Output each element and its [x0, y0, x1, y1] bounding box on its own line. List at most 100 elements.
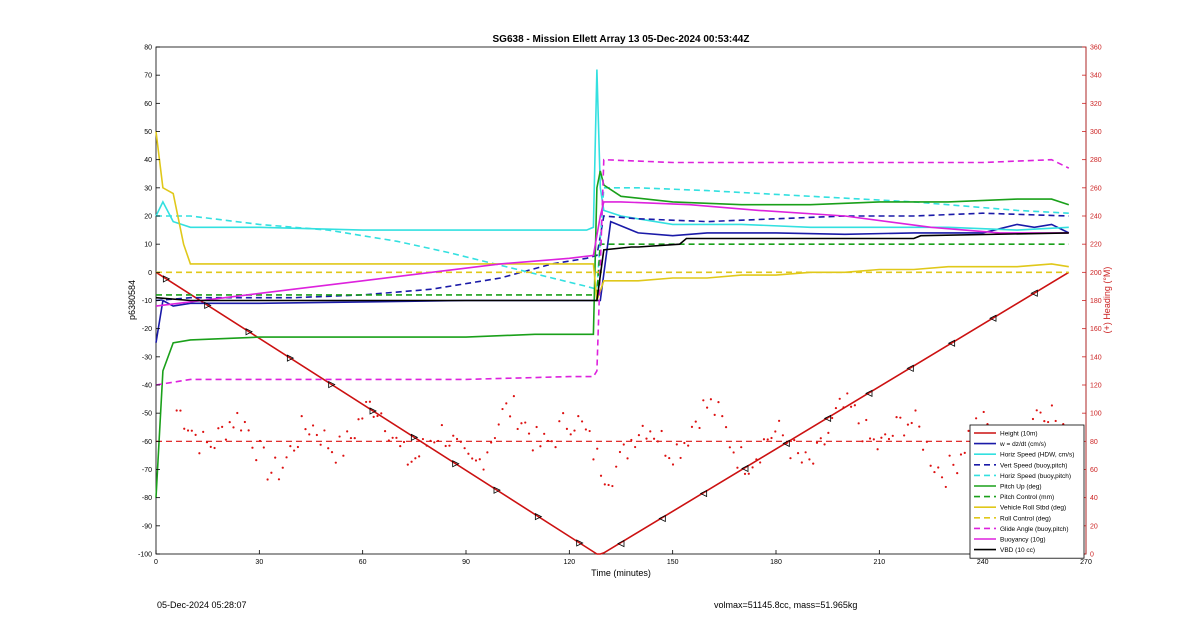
- depth-marker: [906, 364, 914, 372]
- heading-dot: [812, 462, 815, 465]
- heading-dot: [933, 470, 936, 474]
- heading-dot: [929, 464, 932, 467]
- y-tick-label-left: -20: [142, 326, 152, 333]
- heading-dot: [683, 441, 686, 445]
- series-line-10: [155, 201, 1069, 307]
- y-tick-label-right: 40: [1090, 495, 1098, 502]
- heading-dot: [490, 441, 493, 444]
- y-tick-label-right: 20: [1090, 523, 1098, 530]
- heading-dot: [505, 402, 508, 405]
- depth-marker: [865, 389, 873, 397]
- heading-dot: [353, 437, 356, 440]
- heading-dot: [668, 456, 671, 460]
- x-tick-label: 240: [977, 559, 989, 566]
- heading-dot: [857, 422, 860, 425]
- legend-label: w = dz/dt (cm/s): [999, 441, 1046, 448]
- heading-dot: [876, 448, 879, 451]
- heading-dot: [717, 401, 720, 404]
- y-tick-label-right: 360: [1090, 45, 1102, 52]
- legend-label: Height (10m): [1000, 431, 1038, 438]
- x-tick-label: 120: [563, 559, 575, 566]
- series-line-9: [155, 158, 1070, 386]
- heading-dot: [217, 427, 220, 430]
- x-tick-label: 270: [1080, 559, 1092, 566]
- heading-dot: [626, 457, 629, 460]
- heading-dot: [236, 411, 239, 415]
- heading-dot: [637, 434, 641, 437]
- heading-dot: [274, 456, 277, 459]
- series-line-5: [155, 170, 1070, 498]
- heading-dot: [183, 427, 186, 430]
- y-tick-label-left: -70: [142, 467, 152, 474]
- heading-dot: [622, 443, 625, 446]
- x-tick-label: 150: [667, 559, 679, 566]
- y-tick-label-right: 240: [1090, 214, 1102, 221]
- series-line-3: [155, 212, 1069, 302]
- heading-dot: [327, 447, 330, 450]
- heading-dot: [402, 440, 406, 444]
- depth-marker: [328, 380, 336, 389]
- heading-dot: [596, 447, 599, 450]
- depth-marker: [699, 489, 708, 498]
- y-tick-label-right: 260: [1090, 185, 1102, 192]
- y-tick-label-right: 320: [1090, 101, 1102, 108]
- heading-dot: [467, 452, 470, 455]
- y-axis-label-right: (+) Heading (°M): [1102, 267, 1112, 334]
- heading-dot: [243, 420, 246, 424]
- heading-dot: [179, 409, 182, 412]
- heading-dot: [645, 437, 648, 440]
- heading-dot: [872, 438, 875, 441]
- heading-dot: [251, 446, 254, 449]
- heading-dot: [452, 434, 455, 437]
- heading-dot: [270, 471, 273, 474]
- heading-dot: [569, 433, 572, 436]
- heading-dot: [474, 459, 478, 462]
- heading-dot: [304, 428, 307, 431]
- heading-dot: [944, 485, 947, 489]
- heading-dot: [660, 429, 663, 433]
- heading-dot: [1050, 404, 1053, 407]
- legend-label: Horiz Speed (buoy,pitch): [1000, 473, 1071, 480]
- heading-dot: [736, 466, 739, 469]
- heading-dot: [433, 441, 436, 444]
- heading-dot: [395, 436, 398, 439]
- heading-dot: [592, 458, 595, 461]
- heading-dot: [512, 394, 515, 398]
- y-tick-label-left: 70: [144, 73, 152, 80]
- heading-dot: [440, 423, 443, 427]
- y-tick-label-left: -30: [142, 354, 152, 361]
- legend-label: Vehicle Roll Stbd (deg): [1000, 505, 1066, 512]
- heading-dot: [853, 404, 856, 407]
- heading-dot: [376, 414, 379, 418]
- heading-dot: [342, 454, 345, 457]
- heading-dot: [982, 410, 985, 414]
- heading-dot: [383, 429, 387, 433]
- heading-dot: [759, 461, 762, 464]
- heading-dot: [501, 407, 504, 411]
- heading-dot: [266, 478, 269, 481]
- heading-dot: [471, 457, 474, 460]
- y-tick-label-right: 100: [1090, 411, 1102, 418]
- heading-dot: [671, 463, 675, 466]
- heading-dot: [781, 434, 784, 437]
- heading-dot: [550, 440, 553, 443]
- heading-dot: [308, 433, 311, 436]
- x-tick-label: 210: [873, 559, 885, 566]
- heading-dot: [296, 445, 300, 449]
- heading-dot: [198, 452, 201, 455]
- heading-dot: [789, 457, 792, 460]
- heading-dot: [565, 427, 569, 430]
- heading-dot: [914, 409, 917, 412]
- heading-dot: [937, 466, 940, 469]
- heading-dot: [205, 441, 209, 444]
- heading-dot: [679, 456, 682, 460]
- heading-dot: [338, 435, 341, 438]
- heading-dot: [1043, 420, 1046, 423]
- heading-dot: [546, 439, 550, 443]
- heading-dot: [751, 466, 754, 469]
- heading-dot: [743, 472, 747, 475]
- heading-dot: [202, 430, 205, 433]
- heading-dot: [834, 406, 838, 410]
- heading-dot: [675, 443, 678, 446]
- depth-marker: [617, 539, 625, 548]
